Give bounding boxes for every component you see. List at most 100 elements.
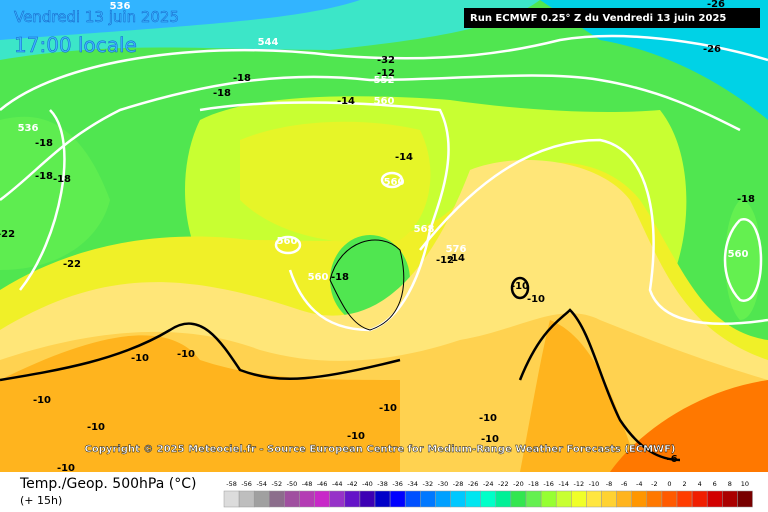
legend-tick-label: -44 [332,480,343,488]
contour-label: -18 [35,171,53,182]
legend-swatch [676,490,693,508]
legend-tick-label: -50 [287,480,298,488]
legend-tick-label: -24 [483,480,494,488]
legend-tick-label: -26 [468,480,479,488]
contour-label: 560 [277,236,298,247]
contour-label: -32 [377,55,395,66]
run-info: Run ECMWF 0.25° Z du Vendredi 13 juin 20… [470,13,726,24]
legend-tick-label: -40 [362,480,373,488]
legend-tick-label: -38 [377,480,388,488]
contour-label: -10 [57,463,75,474]
contour-label: 560 [384,177,405,188]
legend-tick-label: -36 [392,480,403,488]
contour-label: 576 [446,244,467,255]
legend-swatch [480,490,497,508]
legend-swatch [389,490,406,508]
contour-label: 536 [18,123,39,134]
legend-tick-label: -32 [423,480,434,488]
legend-swatch [646,490,663,508]
contour-label: -18 [331,272,349,283]
legend-tick-label: -42 [347,480,358,488]
legend-tick-label: -10 [589,480,600,488]
isotherm-contours [0,239,681,462]
legend-swatch [374,490,391,508]
legend-tick-label: -56 [241,480,252,488]
contour-label: -22 [0,229,15,240]
legend-tick-label: -22 [498,480,509,488]
contour-label: -14 [447,253,465,264]
legend-tick-label: -8 [606,480,612,488]
contour-label: -10 [131,353,149,364]
legend-swatch [344,490,361,508]
legend-swatch [329,490,346,508]
run-box [464,8,760,28]
contour-label: -12 [436,255,454,266]
legend-tick-label: -48 [302,480,313,488]
contour-label: -18 [213,88,231,99]
legend-swatch [661,490,678,508]
date-label: Vendredi 13 juin 2025 [14,8,179,26]
legend-swatch [450,490,466,508]
footer-lead: (+ 15h) [20,494,62,507]
contour-label: -18 [233,73,251,84]
legend-swatch [510,490,527,508]
legend-swatch [314,490,330,508]
legend-swatch [299,490,315,508]
legend-swatch [737,490,753,508]
copyright: Copyright © 2025 Meteociel.fr - Source E… [85,444,676,455]
geopotential-contours [0,34,768,332]
contour-label: 536 [110,1,131,12]
legend-tick-label: -20 [513,480,524,488]
legend-swatch [420,490,436,508]
map-background [0,0,768,472]
legend-tick-label: -30 [438,480,449,488]
legend-swatch [616,490,632,508]
legend-swatch [253,490,270,508]
legend-tick-label: 4 [698,480,702,488]
legend-tick-label: -16 [543,480,554,488]
contour-label: -22 [63,259,81,270]
legend-tick-label: -12 [574,480,585,488]
legend-swatch [586,490,602,508]
legend-swatch [691,490,708,508]
legend-tick-label: -4 [636,480,642,488]
legend-tick-label: -46 [317,480,328,488]
contour-label: 560 [308,272,329,283]
legend-swatch [238,490,255,508]
contour-label: -18 [35,138,53,149]
color-legend: -58 -56 -54 -52 -50 -48 -46 -44 -42 -40 -38 -36 -34-… [223,480,753,508]
legend-swatch [601,490,617,508]
legend-swatch [571,490,587,508]
contour-label: -12 [377,68,395,79]
contour-label: -14 [337,96,355,107]
legend-tick-label: 2 [682,480,686,488]
footer-title: Temp./Geop. 500hPa (°C) [19,476,196,492]
legend-tick-label: -6 [621,480,627,488]
contour-label: -14 [395,152,413,163]
legend-swatch [465,490,481,508]
contour-label: -10 [379,403,397,414]
legend-tick-label: 8 [728,480,732,488]
contour-label: -10 [177,349,195,360]
legend-tick-label: 0 [667,480,671,488]
legend-swatch [540,490,557,508]
legend-swatch [269,490,285,508]
contour-label: 560 [374,96,395,107]
contour-label: 544 [258,37,279,48]
legend-tick-label: 6 [713,480,717,488]
legend-swatch [555,490,572,508]
contour-label: -10 [347,431,365,442]
legend-swatch [525,490,542,508]
contour-label: 568 [414,224,435,235]
contour-label: -26 [703,44,721,55]
contour-labels: 536544-32-12552-18-18560-14536-18-14-18-… [0,0,755,474]
legend-tick-label: -14 [558,480,569,488]
legend-swatch [223,490,240,508]
legend-tick-label: -28 [453,480,464,488]
legend-swatch [404,490,421,508]
legend-swatch [359,490,376,508]
contour-label: -18 [737,194,755,205]
contour-label: -10 [87,422,105,433]
legend-tick-label: -18 [528,480,539,488]
